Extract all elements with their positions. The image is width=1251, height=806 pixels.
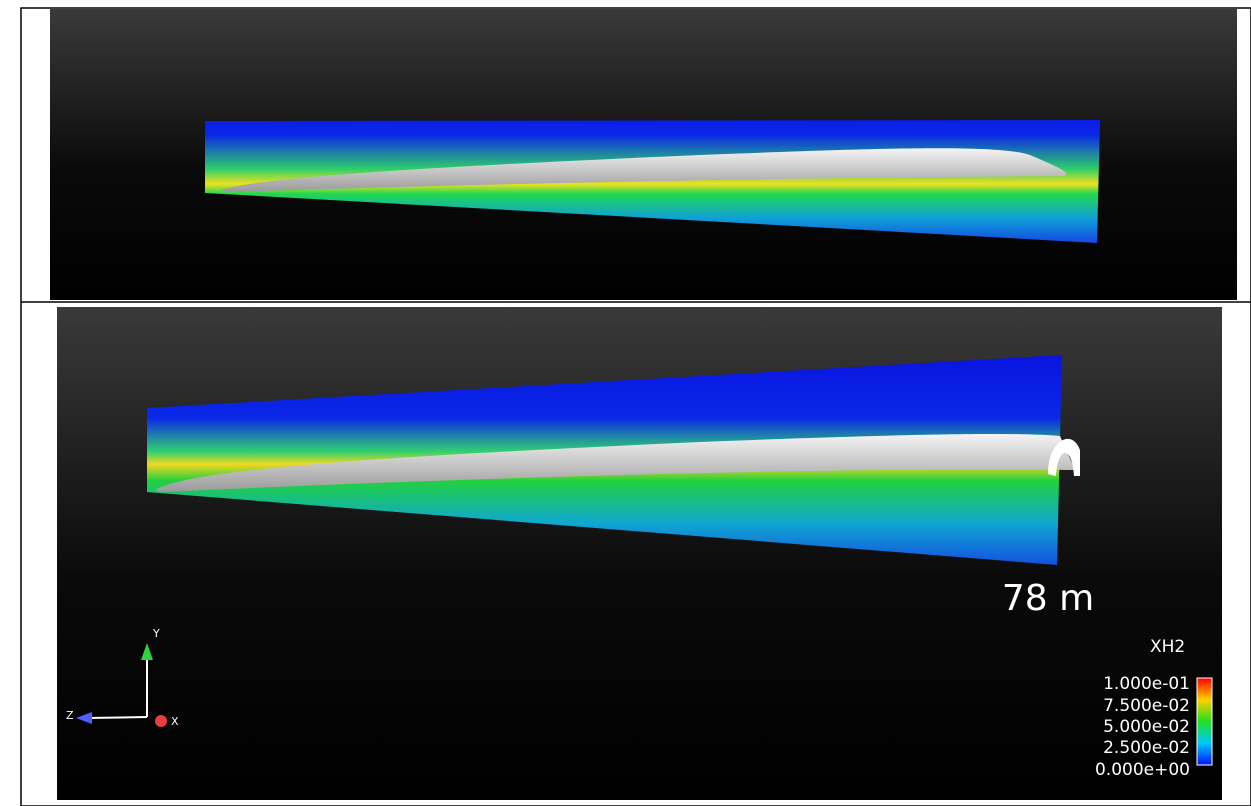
colorbar-labels: 1.000e-01 7.500e-02 5.000e-02 2.500e-02 … <box>1095 674 1190 780</box>
colorbar-title: XH2 <box>1150 637 1185 657</box>
span-annotation: 78 m <box>1002 578 1094 619</box>
colorbar-label: 0.000e+00 <box>1095 760 1190 780</box>
z-axis-line <box>88 717 147 718</box>
colorbar-label: 7.500e-02 <box>1103 696 1190 716</box>
y-axis-label: Y <box>152 627 160 640</box>
page: 78 m XH2 1.000e-01 7.500e-02 5.000e-02 2… <box>0 0 1251 806</box>
x-axis-label: X <box>171 715 179 728</box>
z-axis-label: Z <box>66 709 74 722</box>
colorbar-label: 5.000e-02 <box>1103 717 1190 737</box>
x-arrow <box>155 715 167 727</box>
colorbar-label: 1.000e-01 <box>1103 674 1190 694</box>
colorbar <box>1197 678 1212 765</box>
colorbar-label: 2.500e-02 <box>1103 738 1190 758</box>
figure: 78 m XH2 1.000e-01 7.500e-02 5.000e-02 2… <box>0 0 1251 806</box>
